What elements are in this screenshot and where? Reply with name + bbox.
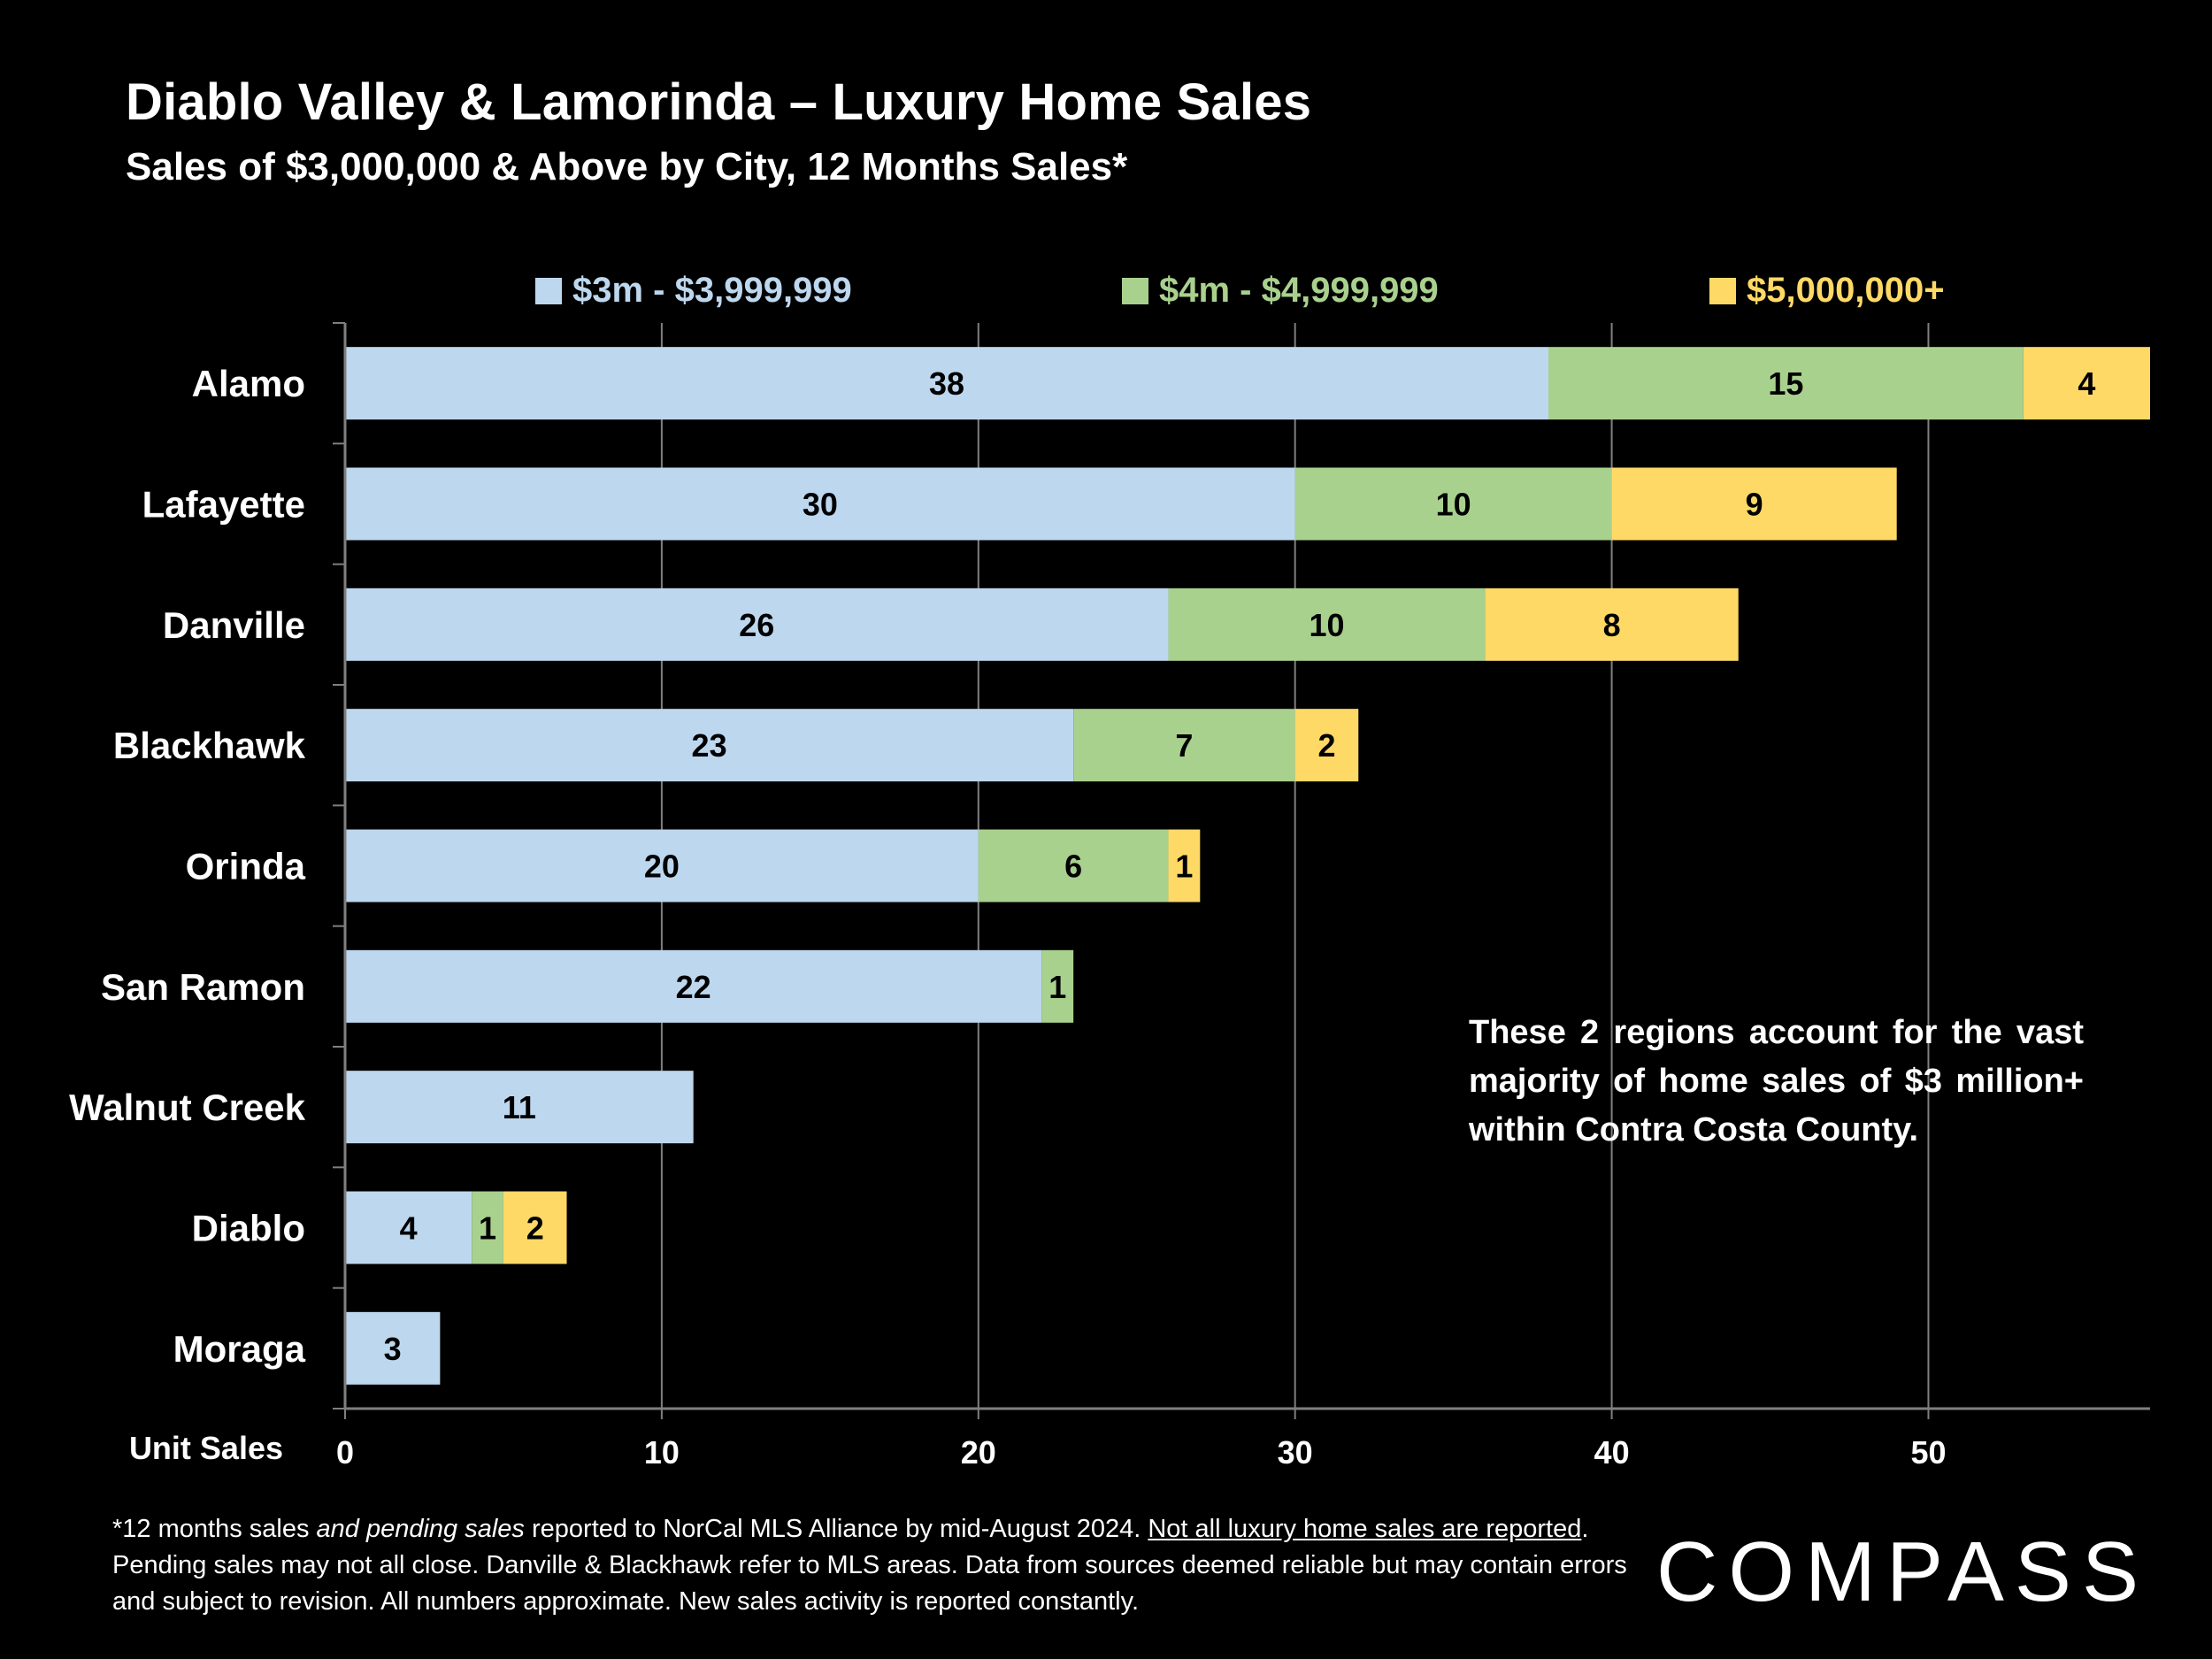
footnote-part3: reported to NorCal MLS Alliance by mid-A…	[524, 1515, 1148, 1543]
bar-san-ramon-series-1	[345, 949, 1042, 1023]
bar-orinda-series-3	[1168, 829, 1201, 902]
data-label: 1	[479, 1210, 496, 1247]
bar-blackhawk-series-1	[345, 709, 1074, 782]
chart-title: Diablo Valley & Lamorinda – Luxury Home …	[126, 73, 1312, 131]
data-label: 10	[1309, 607, 1344, 643]
bar-alamo-series-2	[1548, 347, 2024, 420]
annotation-text: These 2 regions account for the vast maj…	[1469, 1014, 2084, 1148]
data-label: 22	[676, 969, 711, 1005]
legend-label: $5,000,000+	[1747, 271, 1945, 310]
data-label: 26	[739, 607, 774, 643]
x-tick-label: 40	[1594, 1434, 1630, 1471]
chart-subtitle: Sales of $3,000,000 & Above by City, 12 …	[126, 145, 1128, 188]
data-label: 15	[1768, 365, 1803, 402]
data-label: 2	[526, 1210, 544, 1247]
data-label: 3	[384, 1331, 402, 1367]
legend-item-1: $3m - $3,999,999	[535, 271, 852, 311]
category-label: Alamo	[192, 363, 305, 404]
bar-orinda-series-1	[345, 829, 979, 902]
data-label: 1	[1175, 849, 1193, 885]
x-tick-label: 0	[336, 1434, 354, 1471]
data-label: 11	[503, 1089, 536, 1125]
data-label: 9	[1746, 487, 1763, 523]
legend-item-3: $5,000,000+	[1709, 271, 1945, 311]
footnote-italic: and pending sales	[316, 1515, 525, 1543]
bar-san-ramon-series-2	[1041, 949, 1074, 1023]
footnote-part1: *12 months sales	[112, 1515, 317, 1543]
bar-danville-series-1	[345, 588, 1169, 661]
data-label: 6	[1064, 849, 1082, 885]
category-label: Moraga	[173, 1328, 306, 1370]
bar-orinda-series-2	[978, 829, 1169, 902]
data-label: 20	[644, 849, 680, 885]
bar-lafayette-series-1	[345, 467, 1295, 541]
legend-swatch	[535, 277, 562, 304]
legend-label: $4m - $4,999,999	[1159, 271, 1439, 310]
legend-swatch	[1709, 277, 1736, 304]
bar-alamo-series-1	[345, 347, 1548, 420]
data-label: 7	[1175, 727, 1193, 764]
category-label: Orinda	[186, 846, 306, 887]
category-label: San Ramon	[101, 966, 305, 1008]
bar-moraga-series-1	[345, 1311, 441, 1385]
bar-danville-series-2	[1168, 588, 1486, 661]
x-tick-label: 10	[644, 1434, 680, 1471]
data-label: 4	[400, 1210, 418, 1247]
footnote-underlined: Not all luxury home sales are reported	[1148, 1515, 1582, 1543]
axes	[333, 322, 2150, 1419]
legend-item-2: $4m - $4,999,999	[1122, 271, 1439, 311]
legend-label: $3m - $3,999,999	[572, 271, 852, 310]
footnote-part5: . Pending sales may not all close. Danvi…	[112, 1515, 1627, 1616]
category-label: Diablo	[192, 1208, 305, 1249]
category-label: Walnut Creek	[69, 1087, 305, 1128]
data-label: 1	[1048, 969, 1066, 1005]
x-tick-label: 50	[1910, 1434, 1946, 1471]
data-label: 4	[2078, 365, 2095, 402]
bar-diablo-series-1	[345, 1191, 472, 1264]
bar-walnut-creek-series-1	[345, 1071, 694, 1144]
data-label: 8	[1603, 607, 1621, 643]
bar-lafayette-series-3	[1611, 467, 1897, 541]
x-tick-label: 20	[961, 1434, 996, 1471]
data-label: 10	[1436, 487, 1471, 523]
category-label: Lafayette	[142, 484, 305, 526]
bar-diablo-series-2	[472, 1191, 503, 1264]
data-label: 23	[692, 727, 727, 764]
bar-diablo-series-3	[503, 1191, 567, 1264]
bars	[345, 347, 2150, 1385]
footnote: *12 months sales and pending sales repor…	[112, 1511, 1639, 1620]
legend-swatch	[1122, 277, 1148, 304]
bar-danville-series-3	[1485, 588, 1739, 661]
bar-alamo-series-3	[2023, 347, 2150, 420]
data-label: 38	[929, 365, 964, 402]
bar-blackhawk-series-2	[1073, 709, 1295, 782]
category-label: Blackhawk	[113, 725, 306, 766]
bar-blackhawk-series-3	[1294, 709, 1359, 782]
data-label: 30	[803, 487, 838, 523]
category-label: Danville	[163, 604, 305, 646]
x-tick-label: 30	[1278, 1434, 1313, 1471]
bar-lafayette-series-2	[1294, 467, 1612, 541]
data-label: 2	[1317, 727, 1335, 764]
compass-logo: COMPASS	[1656, 1525, 2149, 1619]
x-axis-label: Unit Sales	[129, 1430, 283, 1466]
